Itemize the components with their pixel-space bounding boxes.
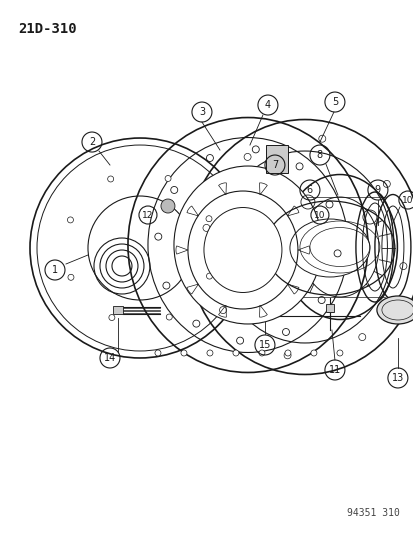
Text: 9: 9 (374, 185, 380, 195)
Text: 7: 7 (271, 160, 278, 170)
Circle shape (284, 350, 290, 356)
Ellipse shape (217, 151, 392, 343)
FancyBboxPatch shape (325, 304, 333, 312)
Ellipse shape (376, 296, 413, 324)
Circle shape (68, 274, 74, 280)
Text: 8: 8 (316, 150, 322, 160)
Circle shape (154, 350, 161, 356)
Circle shape (258, 350, 264, 356)
Text: 21D-310: 21D-310 (18, 22, 76, 36)
Circle shape (310, 350, 316, 356)
Circle shape (88, 196, 192, 300)
FancyBboxPatch shape (113, 306, 123, 314)
Text: 10: 10 (313, 211, 325, 220)
Text: 1: 1 (52, 265, 58, 275)
Circle shape (206, 350, 212, 356)
Text: 6: 6 (306, 185, 312, 195)
Text: 10: 10 (401, 196, 413, 205)
Circle shape (161, 199, 175, 213)
Text: 4: 4 (264, 100, 271, 110)
Circle shape (206, 273, 212, 279)
Circle shape (180, 350, 187, 356)
Text: 94351 310: 94351 310 (346, 508, 399, 518)
Circle shape (233, 350, 238, 356)
Circle shape (165, 175, 171, 181)
Text: 11: 11 (328, 365, 340, 375)
Text: 5: 5 (331, 97, 337, 107)
Circle shape (109, 314, 114, 320)
Circle shape (166, 314, 172, 320)
Text: 3: 3 (198, 107, 204, 117)
Text: 15: 15 (258, 340, 271, 350)
Ellipse shape (300, 197, 378, 297)
Circle shape (67, 217, 73, 223)
Ellipse shape (204, 207, 281, 293)
Circle shape (206, 216, 211, 222)
Circle shape (336, 350, 342, 356)
Text: 12: 12 (142, 211, 153, 220)
Text: 2: 2 (89, 137, 95, 147)
FancyBboxPatch shape (265, 145, 287, 173)
Text: 14: 14 (104, 353, 116, 363)
Text: 13: 13 (391, 373, 403, 383)
Ellipse shape (289, 219, 369, 277)
Ellipse shape (173, 166, 321, 324)
Circle shape (107, 176, 114, 182)
